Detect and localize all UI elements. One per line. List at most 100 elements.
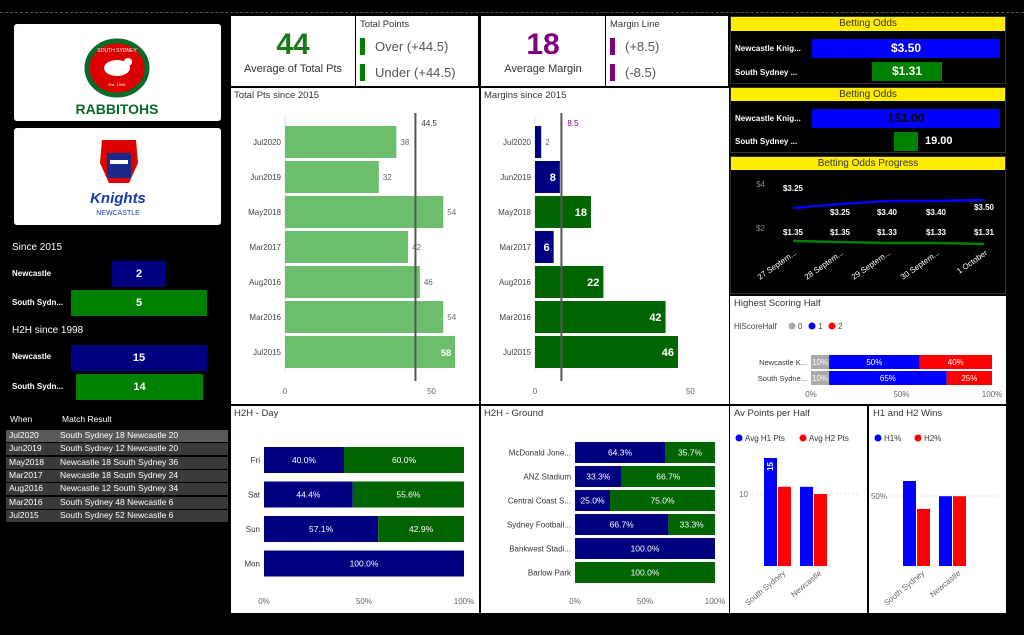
category-label: Fri [251,456,261,465]
betting-odds-card-2: Betting Odds Newcastle Knig... 151.00 So… [730,87,1006,153]
newcastle-odds-label: $3.50 [974,203,995,212]
result-score: South Sydney 12 Newcastle 20 [60,443,179,454]
betting1-row1-bar: $3.50 [812,39,1000,58]
result-score: South Sydney 48 Newcastle 6 [60,496,174,507]
result-row[interactable]: Jun2019 South Sydney 12 Newcastle 20 [6,443,228,456]
legend-dot-2 [828,322,836,330]
stack-segment [264,550,464,577]
legend-dot-1 [808,322,816,330]
svg-text:RABBITOHS: RABBITOHS [76,101,159,117]
legend-dot-0 [788,322,796,330]
result-row[interactable]: Jul2020 South Sydney 18 Newcastle 20 [6,430,228,442]
result-score: Newcastle 12 South Sydney 34 [60,483,179,494]
legend-label: H1% [884,434,901,443]
betting2-row1-bar: 151.00 [812,109,1000,128]
stack-segment [352,481,464,508]
newcastle-odds-label: $3.40 [877,208,898,217]
data-label: 54 [447,313,456,322]
result-row[interactable]: Mar2016 South Sydney 48 Newcastle 6 [6,496,228,509]
half-segment [946,371,992,385]
category-label: South Sydne... [758,374,807,383]
bar-Avg H2 Pts [814,494,827,566]
segment-label: 25.0% [580,496,605,506]
margin-line-title: Margin Line [610,19,660,30]
total-points-card: Total Points Over (+44.5) Under (+44.5) [356,16,478,86]
results-header-when: When [10,414,33,424]
stack-segment [264,481,353,508]
result-date: Jul2020 [9,430,39,440]
betting1-row2-bar: $1.31 [872,62,942,81]
data-label: 8 [550,172,556,184]
under-marker [360,64,365,81]
rabbitohs-logo: SOUTH SYDNEY Est. 1908 RABBITOHS [14,24,221,121]
stack-segment [575,442,666,463]
legend-dot [799,434,807,442]
category-label: Mar2016 [249,313,281,322]
category-label: Jun2019 [500,173,531,182]
total-points-title: Total Points [360,19,410,30]
x-tick-label: 0 [283,387,288,396]
svg-text:NEWCASTLE: NEWCASTLE [96,210,140,217]
souths-odds-label: $1.33 [877,228,898,237]
bar-Jun2019 [285,161,379,193]
category-label: Bankwest Stadi... [509,545,571,554]
h2h-day-card: H2H - Day 40.0% 60.0% Fri 44.4% 55.6% Sat 57.1… [231,406,479,613]
bar-H2% [917,508,930,566]
souths-odds-label: $1.33 [926,228,947,237]
result-row[interactable]: Mar2017 Newcastle 18 South Sydney 24 [6,469,228,482]
segment-label: 75.0% [650,496,675,506]
y-tick-label: 10 [739,490,748,499]
x-tick-label: 50 [686,387,695,396]
stack-segment [344,447,464,473]
stack-segment [264,447,344,473]
result-date: Jun2019 [9,443,42,454]
highest-half-card: Highest Scoring Half HiScoreHalf 0 1 2 10% 50… [730,296,1006,404]
segment-label: 10% [812,374,828,383]
result-row[interactable]: Aug2016 Newcastle 12 South Sydney 34 [6,483,228,496]
bar-Mar2017 [285,231,409,263]
y-tick-label: 50% [871,492,887,501]
kpi-margin-value: 18 [526,28,560,61]
reference-label: 44.5 [421,119,437,128]
bar-H2% [953,496,966,566]
betting2-row2-value: 19.00 [925,135,953,147]
souths-odds-label: $1.31 [974,228,995,237]
half-segment [829,371,947,385]
segment-label: 42.9% [409,524,434,534]
result-date: Mar2017 [9,469,43,480]
category-label: Jul2015 [253,348,282,357]
segment-label: 100.0% [350,559,379,569]
category-label: Central Coast S... [508,497,571,506]
h1h2-wins-title: H1 and H2 Wins [873,408,943,419]
stack-segment [575,514,669,535]
margins-chart-card: Margins since 2015 Jul2020 2 Jun2019 8 May20… [481,88,729,404]
h2h-day-title: H2H - Day [234,408,279,419]
betting1-title: Betting Odds [731,17,1005,31]
result-row[interactable]: May2018 Newcastle 18 South Sydney 36 [6,456,228,469]
segment-label: 25% [961,374,977,383]
half-segment [811,371,830,385]
knights-logo: Knights NEWCASTLE [14,128,221,225]
bar-Avg H1 Pts [764,458,777,566]
result-date: Mar2016 [9,496,43,507]
betting-progress-card: Betting Odds Progress $4 $2 $3.25 $3.25 $3.4… [730,156,1006,294]
souths-odds-label: $1.35 [783,228,804,237]
h2h1998-newcastle-bar: 15 [71,345,207,371]
svg-text:Knights: Knights [90,190,146,207]
h2h-ground-chart: 64.3% 35.7% McDonald Jone... 33.3% 66.7% ANZ … [507,442,725,606]
category-label: Mar2016 [499,313,531,322]
bar-H1% [939,496,952,566]
date-label: 1 October [955,248,989,276]
segment-label: 44.4% [296,490,321,500]
data-label: 58 [441,348,451,358]
category-label: May2018 [248,208,281,217]
stack-segment [575,562,715,583]
since2015-title: Since 2015 [12,242,63,253]
result-row[interactable]: Jul2015 South Sydney 52 Newcastle 6 [6,509,228,522]
bar-Aug2016 [285,266,420,298]
data-label: 46 [424,278,433,287]
segment-label: 33.3% [586,472,611,482]
over-label: Over (+44.5) [375,39,449,54]
stack-segment [378,516,464,542]
legend-label: 2 [838,322,843,331]
